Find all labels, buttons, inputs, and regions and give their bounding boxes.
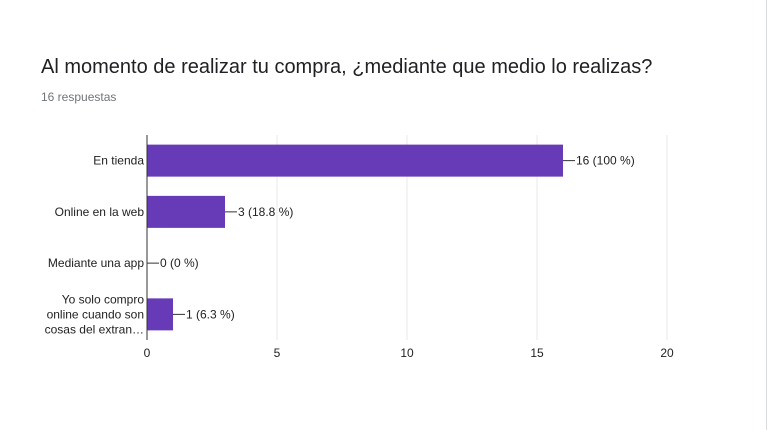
category-label-3-2: cosas del extran…: [45, 322, 144, 336]
bar-0: [147, 144, 563, 177]
data-label-2: 0 (0 %): [160, 256, 199, 270]
x-tick-label-0: 0: [144, 346, 151, 360]
response-count: 16 respuestas: [41, 90, 117, 104]
category-label-3-0: Yo solo compro: [62, 292, 145, 306]
x-tick-label-4: 20: [660, 346, 674, 360]
x-tick-label-2: 10: [400, 346, 414, 360]
question-title: Al momento de realizar tu compra, ¿media…: [41, 56, 653, 78]
data-label-0: 16 (100 %): [576, 154, 635, 168]
category-label-1-0: Online en la web: [55, 205, 145, 219]
x-tick-label-3: 15: [530, 346, 544, 360]
data-label-1: 3 (18.8 %): [238, 205, 293, 219]
category-label-0-0: En tienda: [93, 154, 144, 168]
category-label-3-1: online cuando son: [47, 307, 144, 321]
bar-3: [147, 298, 173, 331]
x-tick-label-1: 5: [274, 346, 281, 360]
bar-1: [147, 195, 225, 228]
category-label-2-0: Mediante una app: [48, 256, 144, 270]
data-label-3: 1 (6.3 %): [186, 307, 235, 321]
